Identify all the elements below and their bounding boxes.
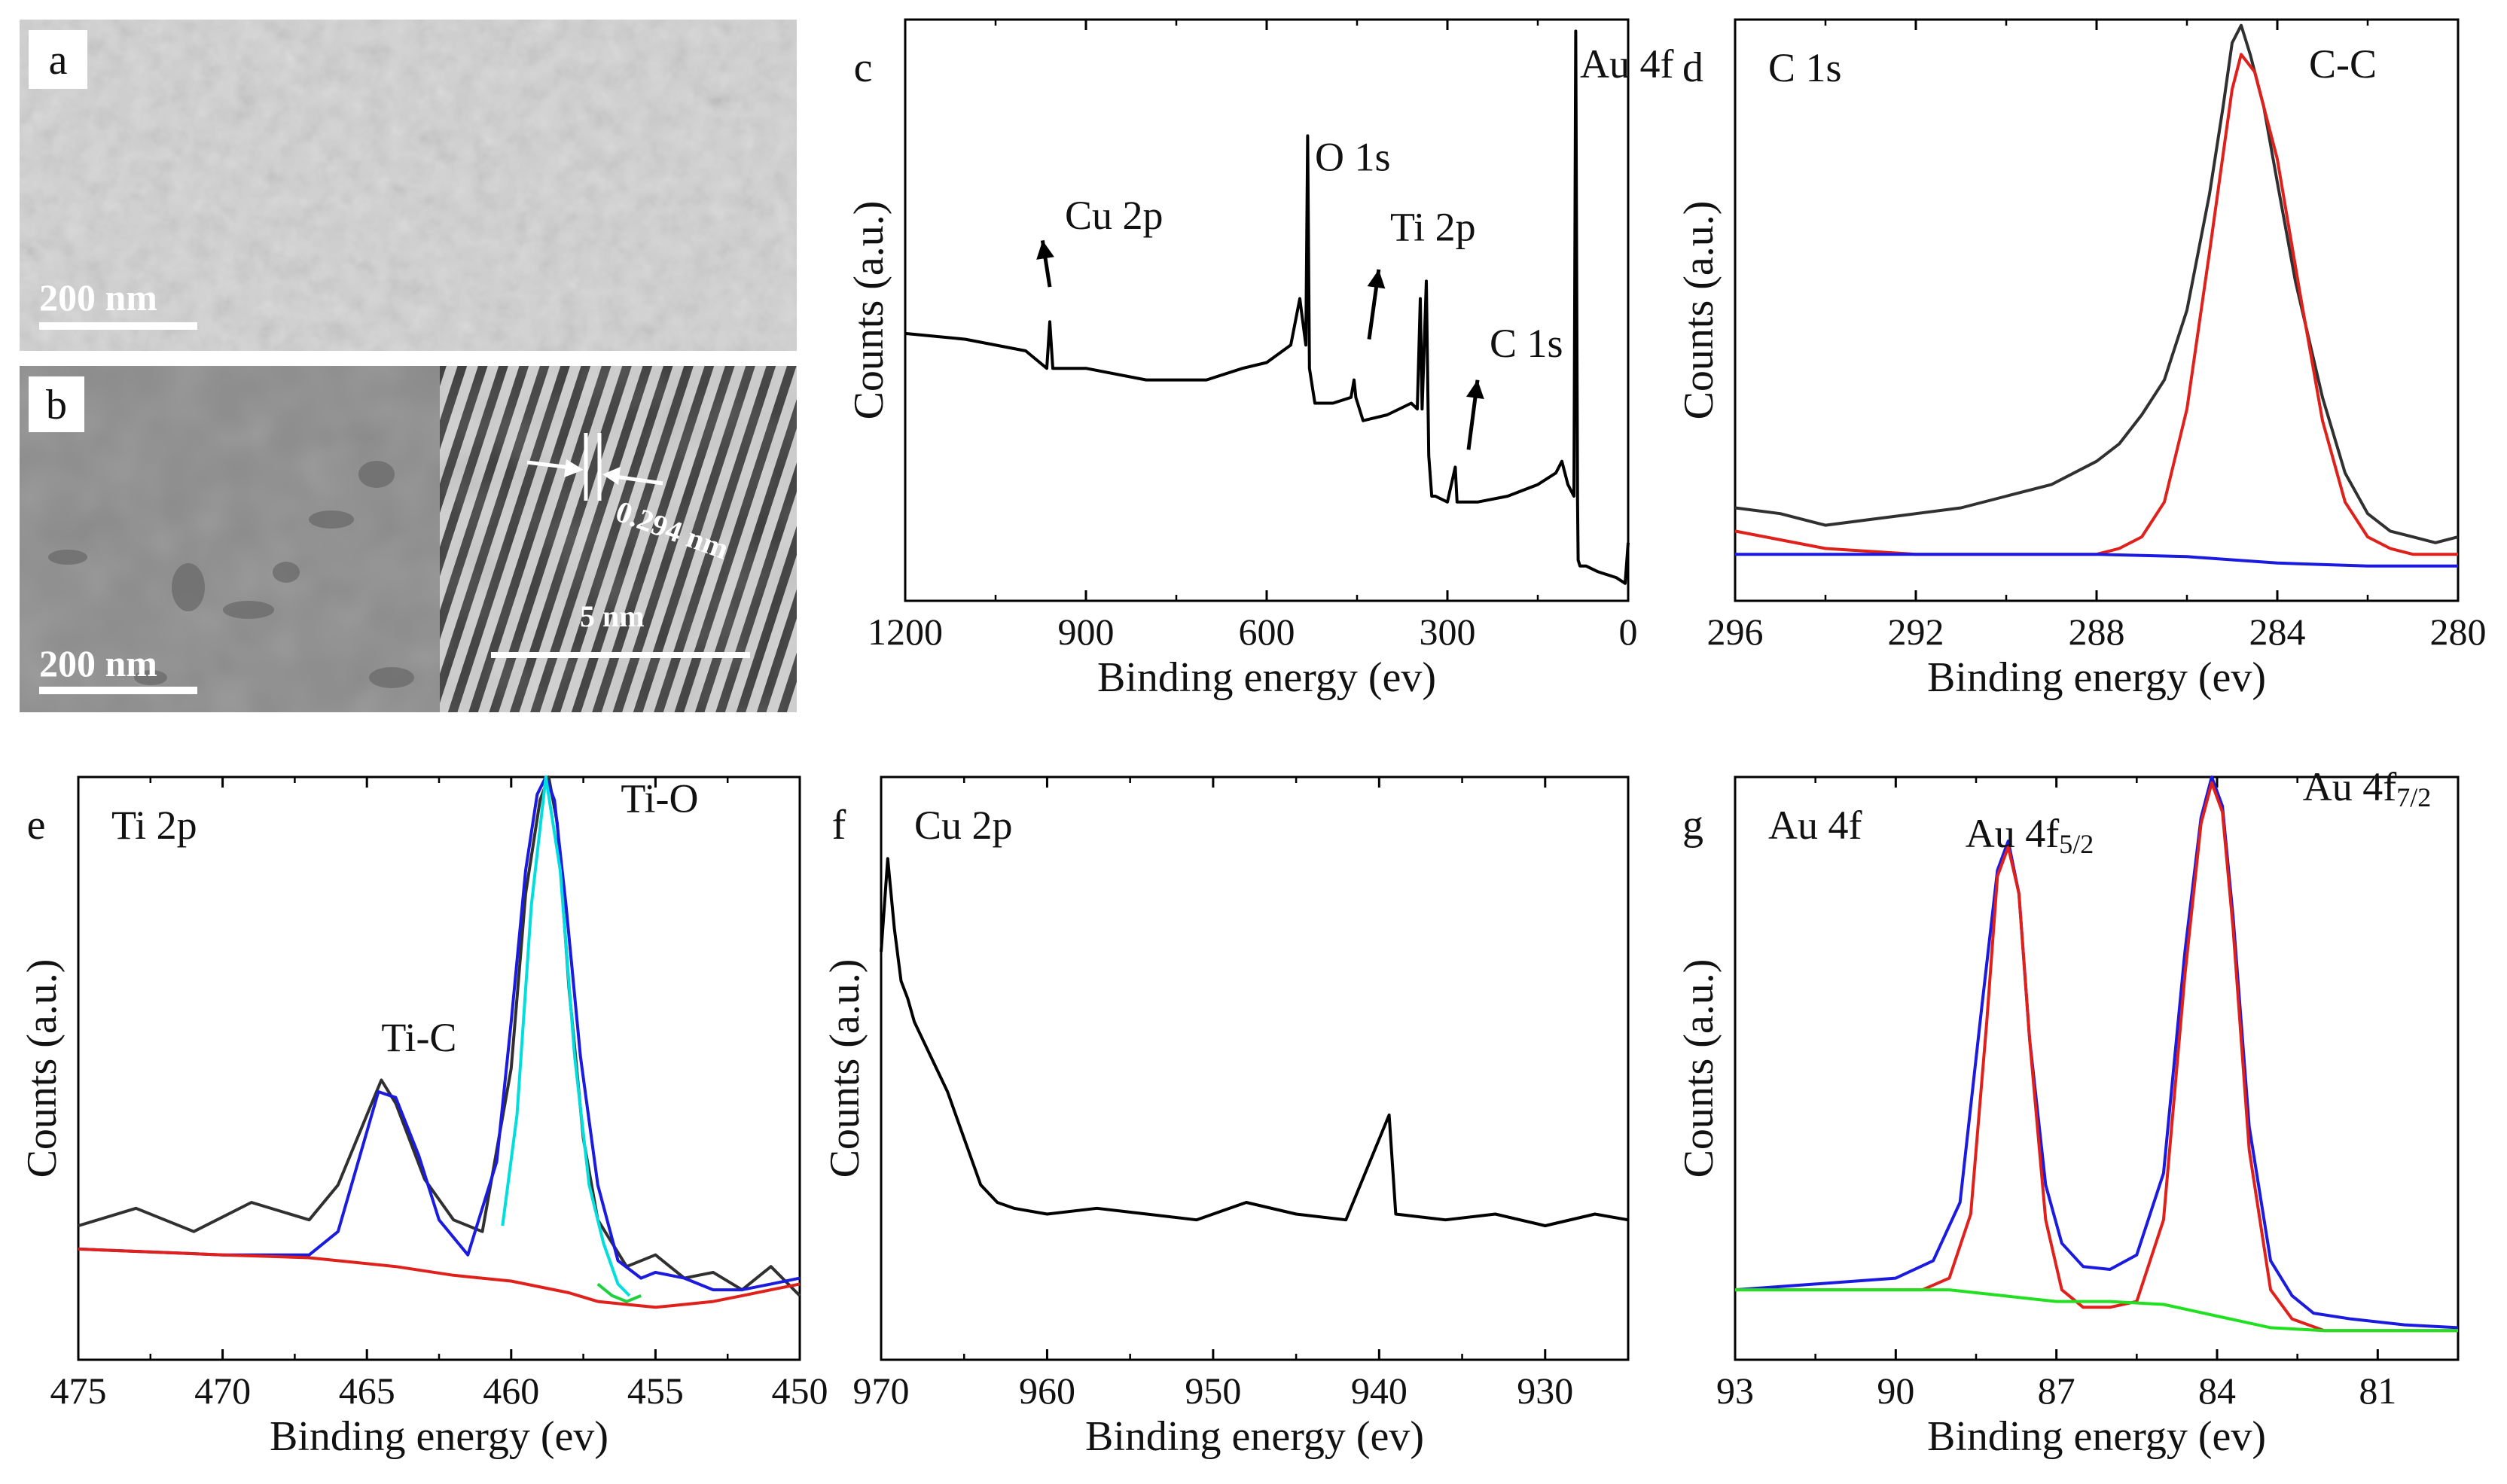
xps-cu2p-panel: 970 960 950 940 930 Binding energy (ev) Counts… — [822, 776, 1630, 1460]
xps-ti2p-panel: 475 470 465 460 455 450 Binding energy (ev) Cou… — [19, 776, 828, 1460]
tem-a-texture — [20, 20, 797, 351]
x-tick-label: 288 — [2069, 611, 2125, 653]
plot-frame — [1734, 776, 2460, 1361]
plot-frame — [904, 18, 1630, 602]
y-axis-title: Counts (a.u.) — [846, 201, 892, 420]
tem-b-particles — [48, 461, 414, 688]
lattice-arrowhead-right — [602, 467, 621, 485]
x-tick-label: 950 — [1185, 1370, 1241, 1412]
x-tick-label: 600 — [1239, 611, 1295, 653]
panel-letter: f — [832, 802, 846, 849]
x-tick-label: 280 — [2430, 611, 2487, 653]
series-line-raw — [1734, 776, 2459, 1330]
series-line-background — [1735, 1288, 2458, 1333]
series-line-survey — [904, 29, 1630, 585]
hrtem-inset-texture — [440, 366, 797, 712]
series-line-envelope — [78, 776, 801, 1292]
y-axis-title: Counts (a.u.) — [1676, 201, 1722, 420]
x-tick-label: 300 — [1420, 611, 1476, 653]
annotation-label: C-C — [2309, 41, 2377, 87]
series-line-raw — [1734, 23, 2459, 544]
panel-letter: d — [1682, 44, 1703, 91]
annotation-label: Ti 2p — [1390, 204, 1476, 249]
x-tick-label: 296 — [1707, 611, 1764, 653]
tem-panel-a: a 200 nm — [20, 20, 797, 351]
panel-title: Au 4f — [1768, 803, 1862, 848]
series-line-raw — [78, 776, 801, 1297]
tem-b-scale-label: 200 nm — [39, 642, 157, 684]
x-tick-label: 460 — [483, 1370, 539, 1412]
tem-a-letter-box — [29, 30, 87, 89]
xps-au4f-panel: 93 90 87 84 81 Binding energy (ev) Counts (a.u… — [1676, 764, 2460, 1460]
panel-letter: c — [854, 44, 873, 91]
annotation-label: Au 4f5/2 — [1966, 811, 2094, 859]
xps-c1s-panel: 296 292 288 284 280 Binding energy (ev) Counts… — [1676, 18, 2487, 701]
annotation-arrowhead — [1036, 240, 1054, 260]
x-tick-label: 940 — [1351, 1370, 1408, 1412]
tem-b-texture — [20, 366, 440, 712]
x-axis-title: Binding energy (ev) — [1927, 654, 2266, 701]
x-tick-label: 960 — [1019, 1370, 1075, 1412]
tem-a-haze — [20, 20, 797, 351]
annotation-label: O 1s — [1315, 135, 1391, 180]
x-tick-label: 81 — [2359, 1370, 2396, 1412]
x-tick-label: 284 — [2249, 611, 2306, 653]
x-tick-label: 90 — [1877, 1370, 1914, 1412]
annotation-label: Ti-O — [621, 776, 698, 821]
xps-survey-panel: 1200 900 600 300 0 Binding energy (ev) Counts … — [846, 18, 1673, 701]
x-axis-title: Binding energy (ev) — [1085, 1413, 1424, 1460]
x-tick-label: 84 — [2198, 1370, 2236, 1412]
series-line-ti-o-component — [501, 776, 631, 1297]
annotation-label: Ti-C — [381, 1015, 456, 1060]
annotation-arrowhead — [1367, 270, 1386, 289]
x-tick-label: 455 — [627, 1370, 684, 1412]
series-line-background — [1735, 553, 2458, 568]
annotation-arrowhead — [1466, 379, 1484, 399]
panel-letter: e — [27, 802, 46, 849]
series-line-fit — [1735, 781, 2458, 1333]
plot-frame — [1734, 18, 2460, 602]
tem-a-scale-label: 200 nm — [39, 276, 157, 318]
y-axis-title: Counts (a.u.) — [822, 959, 868, 1178]
tem-panel-b: b 200 nm 0.294 nm 5 nm — [20, 366, 797, 712]
series-line-background — [78, 1247, 801, 1309]
lattice-arrowhead-left — [564, 459, 584, 477]
annotation-label: Au 4f — [1580, 41, 1673, 87]
tem-b-scale-bar — [39, 687, 197, 694]
annotation-label: Cu 2p — [1065, 193, 1164, 238]
panel-title: C 1s — [1768, 45, 1842, 90]
tem-b-letter: b — [46, 382, 67, 428]
series-line-ti-o-green — [596, 1282, 642, 1303]
x-axis-title: Binding energy (ev) — [270, 1413, 608, 1460]
x-tick-label: 1200 — [868, 611, 943, 653]
annotation-label: C 1s — [1490, 321, 1563, 366]
panel-title: Cu 2p — [914, 803, 1013, 848]
x-tick-label: 470 — [194, 1370, 251, 1412]
hrtem-scale-label: 5 nm — [580, 599, 645, 633]
tem-a-scale-bar — [39, 322, 197, 330]
y-axis-title: Counts (a.u.) — [1676, 959, 1722, 1178]
x-tick-label: 475 — [50, 1370, 107, 1412]
annotation-label: Au 4f7/2 — [2303, 764, 2432, 812]
tem-a-letter: a — [49, 37, 68, 84]
plot-frame — [880, 776, 1630, 1361]
hrtem-scale-bar — [491, 652, 750, 658]
x-tick-label: 87 — [2038, 1370, 2075, 1412]
x-axis-title: Binding energy (ev) — [1927, 1413, 2266, 1460]
panel-title: Ti 2p — [111, 803, 197, 848]
x-axis-title: Binding energy (ev) — [1097, 654, 1436, 701]
panel-letter: g — [1682, 802, 1703, 849]
x-tick-label: 900 — [1058, 611, 1115, 653]
x-tick-label: 450 — [772, 1370, 828, 1412]
tem-b-letter-box — [29, 376, 84, 432]
x-tick-label: 93 — [1716, 1370, 1754, 1412]
y-axis-title: Counts (a.u.) — [19, 959, 66, 1178]
x-tick-label: 970 — [853, 1370, 910, 1412]
x-tick-label: 0 — [1619, 611, 1638, 653]
x-tick-label: 930 — [1517, 1370, 1573, 1412]
x-tick-label: 292 — [1888, 611, 1944, 653]
x-tick-label: 465 — [339, 1370, 395, 1412]
series-line-raw — [880, 857, 1629, 1227]
